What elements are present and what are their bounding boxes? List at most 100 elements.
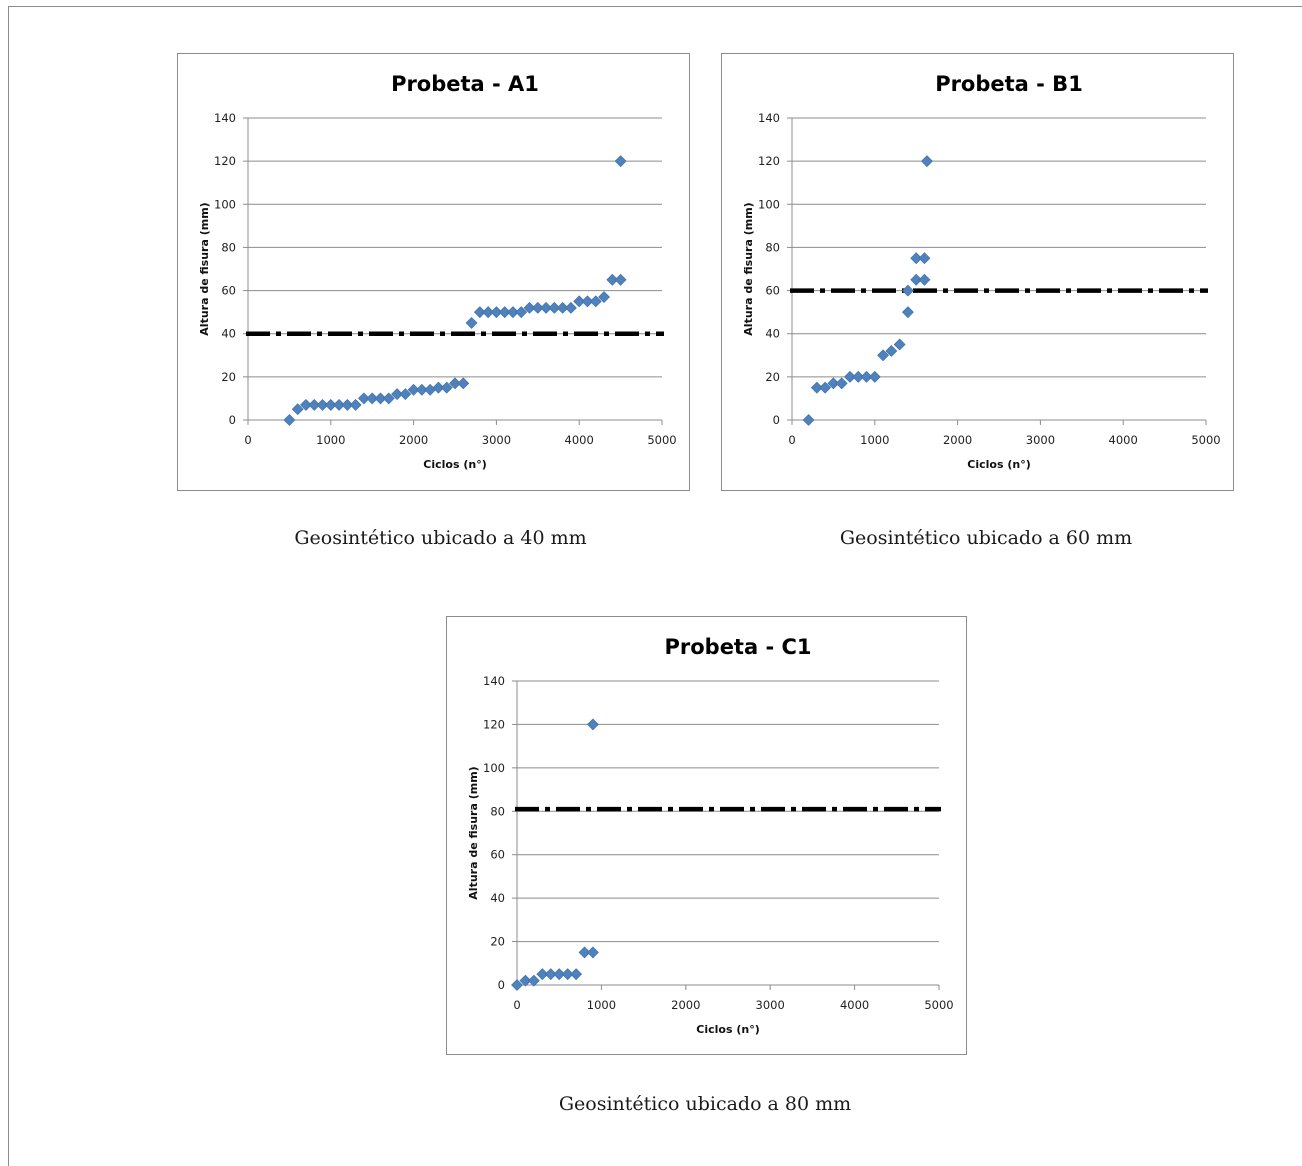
chart-0-x-tick-label: 2000	[399, 433, 428, 447]
chart-0-data-point	[465, 317, 478, 329]
chart-0-y-tick-label: 120	[214, 154, 236, 168]
chart-0-data-point	[449, 377, 461, 390]
chart-2-x-tick-label: 2000	[671, 998, 700, 1012]
chart-0-y-tick-label: 140	[214, 111, 236, 125]
page-frame	[8, 6, 1302, 1166]
chart-1-data-point	[893, 338, 906, 351]
chart-0-data-point	[614, 273, 627, 286]
chart-1-x-tick-label: 2000	[943, 433, 972, 447]
chart-0-y-tick-label: 40	[221, 327, 236, 341]
chart-2-data-point	[587, 718, 599, 731]
chart-2-data-point	[536, 968, 549, 981]
chart-0-data-point	[606, 273, 619, 286]
chart-0-x-tick-label: 5000	[647, 433, 676, 447]
chart-0-y-tick-label: 60	[221, 284, 236, 298]
chart-1-data-point	[901, 284, 914, 297]
chart-2-data-point	[527, 974, 540, 987]
chart-1-x-tick-label: 4000	[1109, 433, 1138, 447]
chart-0-y-tick-label: 100	[214, 197, 236, 211]
chart-1-data-point	[852, 370, 865, 383]
chart-1-data-point	[835, 377, 848, 390]
chart-1-data-point	[918, 273, 931, 286]
chart-1-y-tick-label: 60	[765, 284, 780, 298]
caption-c1: Geosintético ubicado a 80 mm	[558, 1093, 852, 1115]
chart-2-title: Probeta - C1	[664, 635, 811, 659]
chart-0-x-axis-label: Ciclos (n°)	[423, 458, 486, 471]
chart-2-data-point	[511, 979, 523, 991]
chart-2-x-tick-label: 0	[513, 998, 520, 1012]
chart-1-data-point	[868, 370, 881, 383]
chart-2-y-tick-label: 20	[490, 935, 505, 949]
chart-1-x-tick-label: 1000	[860, 433, 889, 447]
chart-0-title: Probeta - A1	[391, 72, 539, 96]
chart-2-y-tick-label: 60	[490, 848, 505, 862]
chart-0-data-point	[316, 398, 329, 411]
chart-0-data-point	[357, 392, 370, 405]
chart-1-data-point	[921, 155, 933, 168]
chart-2-x-tick-label: 3000	[756, 998, 785, 1012]
chart-0-data-point	[498, 306, 511, 319]
chart-0-data-point	[531, 301, 544, 314]
chart-0-data-point	[424, 383, 437, 396]
chart-0-data-point	[589, 295, 602, 308]
chart-0-data-point	[598, 291, 610, 303]
chart-1-data-point	[885, 345, 898, 357]
chart-0-data-point	[382, 392, 395, 405]
chart-probeta-a1: Probeta - A1 0 20 40 60 80 100 120 140 0 1000 2000 3…	[177, 53, 690, 491]
chart-0-data-point	[366, 392, 379, 405]
chart-2-x-axis-label: Ciclos (n°)	[696, 1023, 759, 1036]
chart-0-data-point	[490, 306, 503, 319]
chart-1-y-axis-label: Altura de fisura (mm)	[742, 202, 755, 335]
chart-0-data-point	[374, 392, 387, 405]
chart-0-y-tick-label: 0	[229, 413, 236, 427]
chart-1-y-tick-label: 100	[758, 197, 780, 211]
chart-2-y-tick-label: 100	[483, 761, 505, 775]
chart-0-data-point	[515, 306, 528, 319]
chart-1-x-tick-label: 3000	[1026, 433, 1055, 447]
chart-0-x-tick-label: 0	[244, 433, 251, 447]
chart-1-y-tick-label: 80	[765, 240, 780, 254]
chart-0-data-point	[341, 398, 354, 411]
chart-2-y-tick-label: 0	[498, 978, 505, 992]
chart-1-data-point	[918, 252, 931, 265]
chart-0-data-point	[283, 414, 296, 426]
chart-2-data-point	[570, 968, 583, 981]
chart-1-data-point	[819, 381, 832, 394]
chart-1-x-tick-label: 5000	[1191, 433, 1220, 447]
chart-0-data-point	[432, 381, 445, 394]
chart-0-data-point	[291, 403, 304, 416]
chart-0-x-tick-label: 4000	[565, 433, 594, 447]
chart-c1-svg: Probeta - C1 0 20 40 60 80 100 120 140 0 1000 2000 3…	[467, 635, 954, 1036]
chart-1-x-axis-label: Ciclos (n°)	[967, 458, 1030, 471]
chart-0-data-point	[523, 301, 536, 314]
chart-1-y-tick-label: 120	[758, 154, 780, 168]
chart-1-y-tick-label: 140	[758, 111, 780, 125]
chart-0-x-tick-label: 3000	[482, 433, 511, 447]
chart-a1-svg: Probeta - A1 0 20 40 60 80 100 120 140 0 1000 2000 3…	[198, 72, 677, 471]
chart-2-x-tick-label: 4000	[840, 998, 869, 1012]
chart-0-y-tick-label: 80	[221, 240, 236, 254]
chart-1-data-point	[901, 306, 914, 319]
chart-0-data-point	[391, 388, 403, 401]
chart-2-data-point	[519, 974, 532, 987]
chart-0-data-point	[415, 383, 428, 396]
chart-1-data-point	[844, 370, 856, 383]
chart-2-x-tick-label: 1000	[587, 998, 616, 1012]
chart-1-y-tick-label: 0	[773, 413, 780, 427]
chart-2-y-tick-label: 140	[483, 674, 505, 688]
chart-0-data-point	[507, 306, 519, 319]
chart-1-data-point	[802, 414, 815, 426]
chart-0-data-point	[540, 301, 553, 314]
chart-2-y-tick-label: 40	[490, 891, 505, 905]
chart-0-y-axis-label: Altura de fisura (mm)	[198, 202, 211, 335]
chart-1-data-point	[827, 377, 840, 390]
chart-0-data-point	[300, 398, 312, 411]
chart-2-y-axis-label: Altura de fisura (mm)	[467, 766, 480, 899]
chart-b1-svg: Probeta - B1 0 20 40 60 80 100 120 140 0 1000 2000 3…	[742, 72, 1221, 471]
chart-0-data-point	[333, 398, 346, 411]
chart-0-data-point	[573, 295, 586, 308]
chart-1-data-point	[810, 381, 823, 394]
chart-0-data-point	[614, 155, 627, 168]
chart-0-data-point	[399, 388, 412, 401]
chart-2-data-point	[561, 968, 574, 981]
